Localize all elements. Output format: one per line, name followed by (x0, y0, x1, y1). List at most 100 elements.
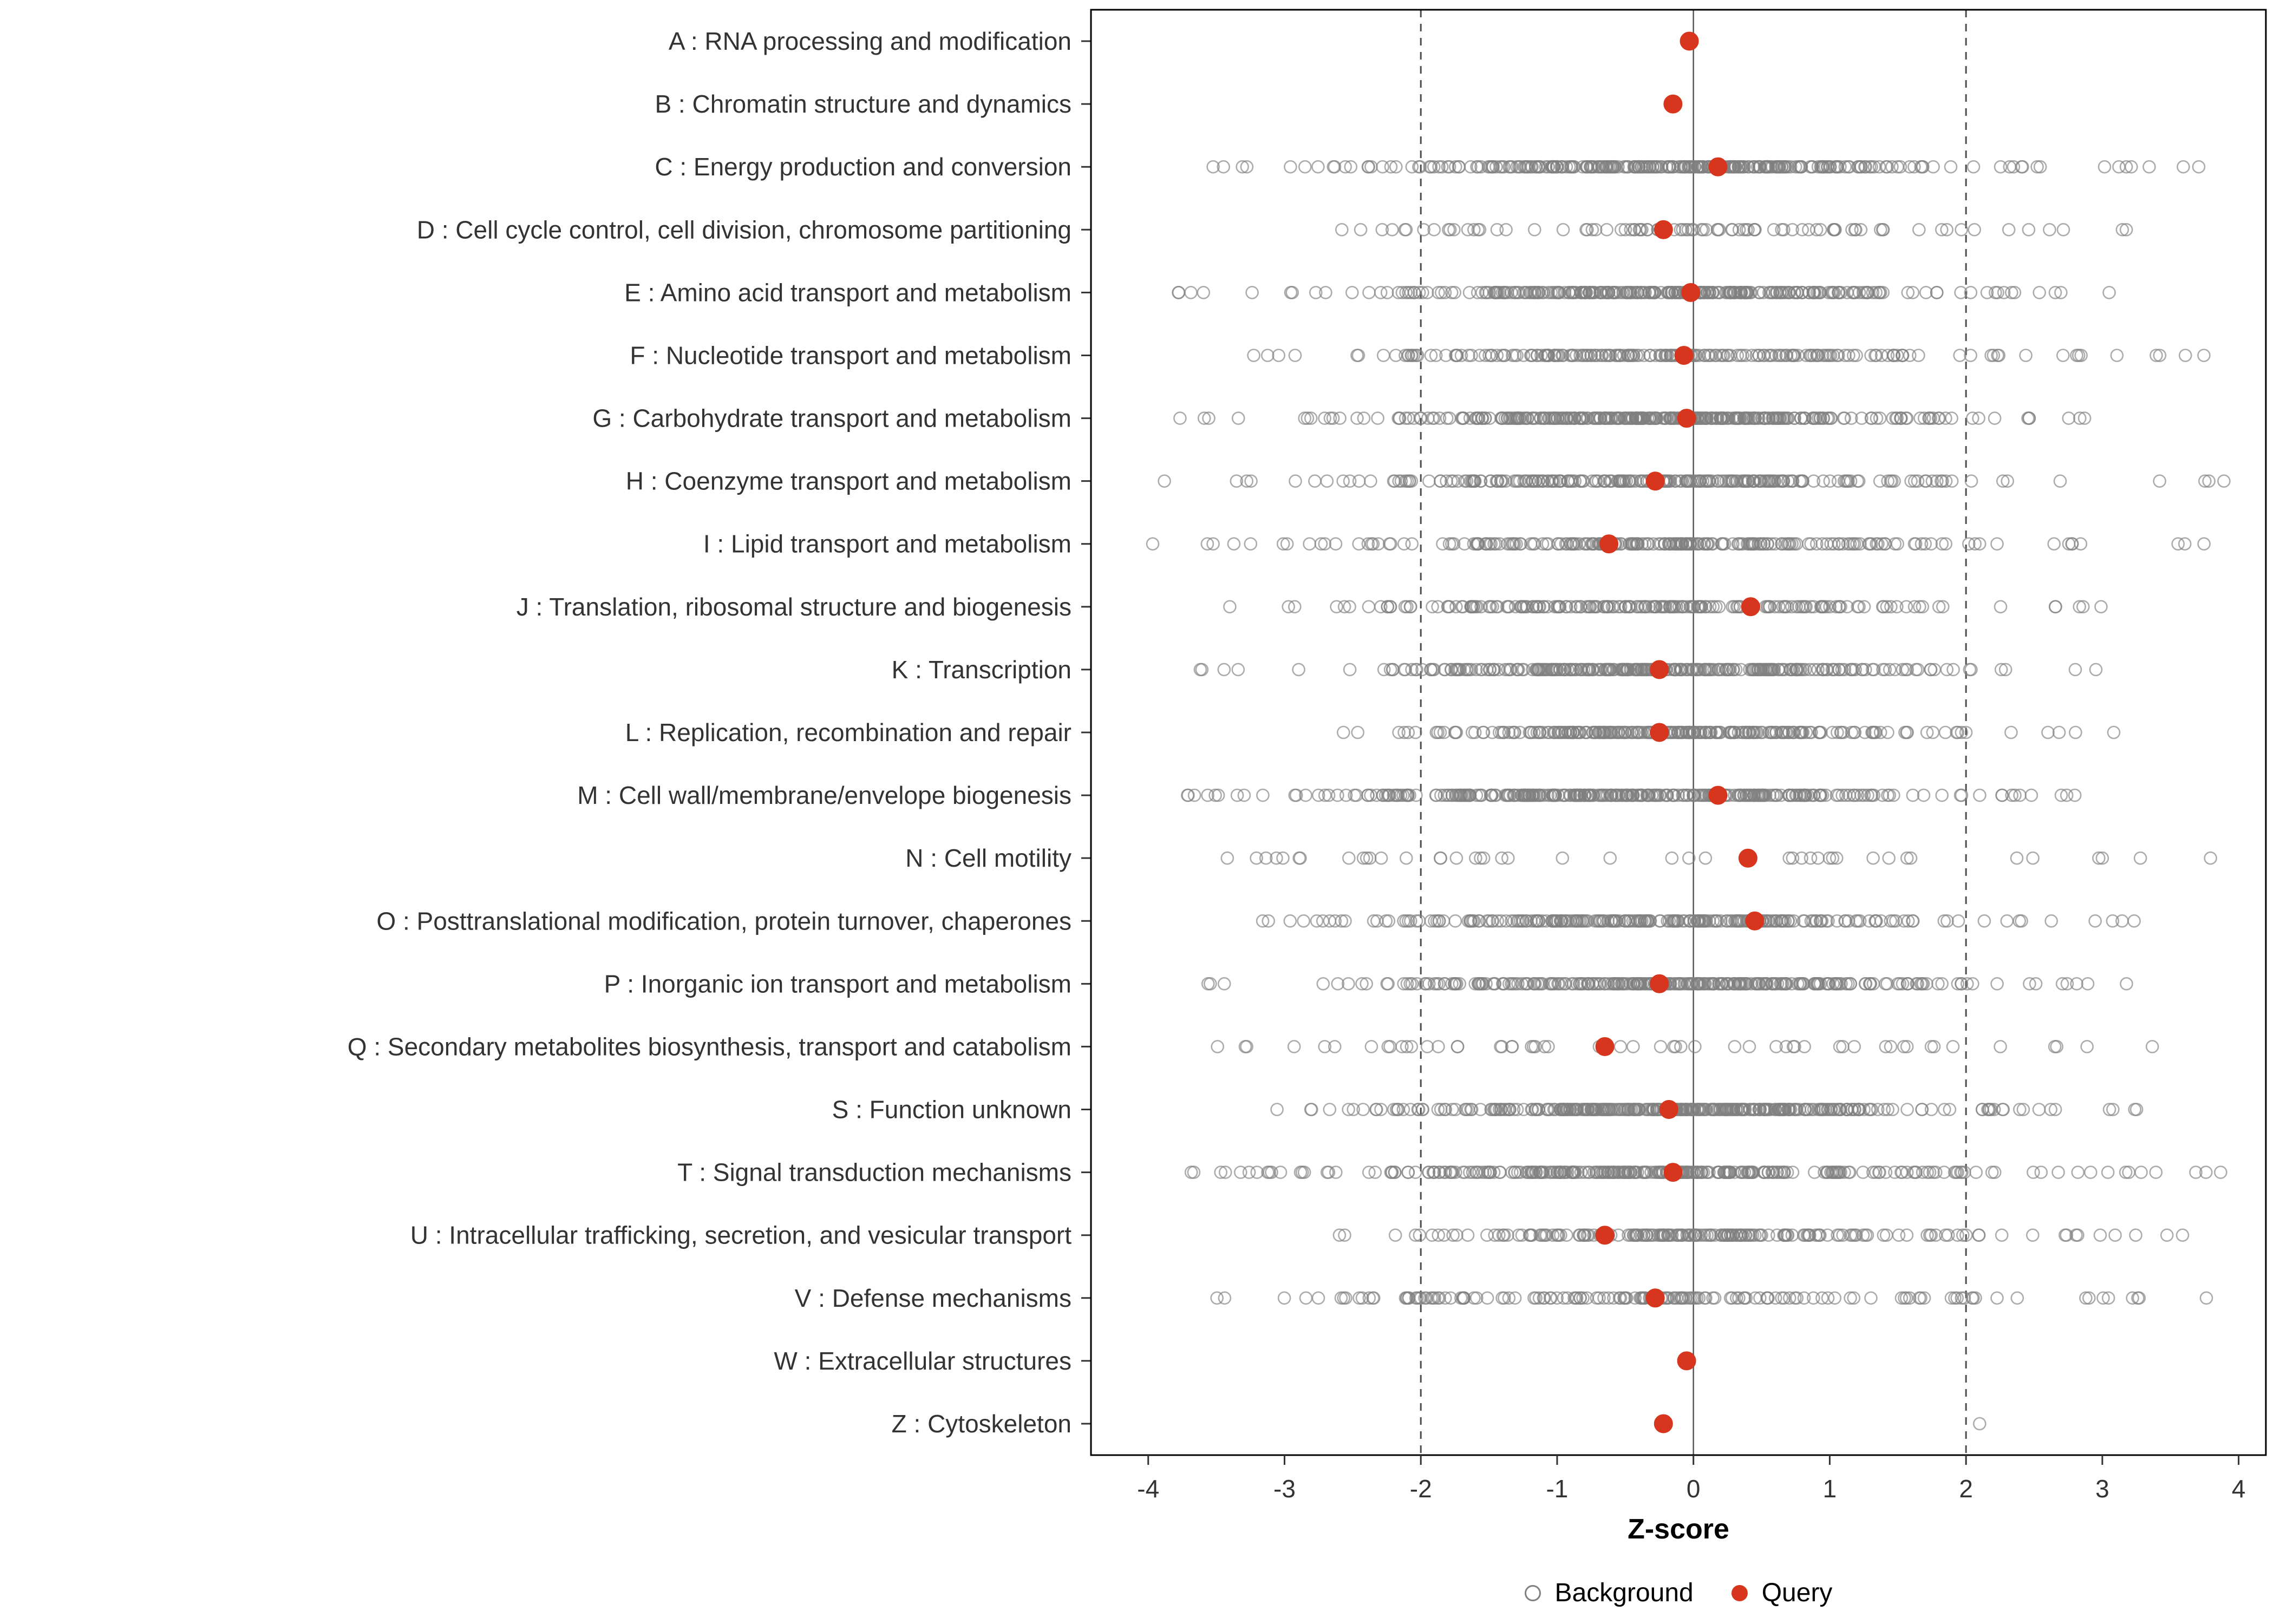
background-point (1421, 411, 1435, 425)
background-point (1945, 474, 1959, 488)
background-point (1440, 474, 1453, 488)
background-point (1661, 914, 1674, 928)
background-point (1842, 788, 1856, 802)
background-point (1802, 286, 1816, 299)
background-point (1924, 1040, 1938, 1053)
background-point (1617, 1165, 1630, 1179)
background-point (1995, 788, 2009, 802)
background-point (1594, 286, 1608, 299)
background-point (1951, 1165, 1964, 1179)
background-point (1937, 1165, 1951, 1179)
background-point (1831, 977, 1844, 991)
background-point (1508, 600, 1522, 614)
background-point (1697, 537, 1711, 551)
background-point (1916, 600, 1930, 614)
background-point (2179, 349, 2192, 362)
background-point (1994, 600, 2008, 614)
background-point (1293, 851, 1307, 865)
background-point (1476, 851, 1491, 865)
background-point (1211, 788, 1225, 802)
background-point (1437, 1228, 1451, 1242)
background-point (1648, 1165, 1662, 1179)
background-point (1524, 349, 1538, 362)
background-point (1654, 914, 1668, 928)
background-point (1474, 474, 1488, 488)
background-point (1467, 222, 1481, 237)
background-point (1911, 663, 1925, 677)
background-point (1754, 474, 1768, 488)
background-point (1284, 286, 1298, 299)
background-point (1899, 1291, 1913, 1305)
background-point (1692, 725, 1706, 739)
background-point (1932, 411, 1945, 425)
background-point (1630, 600, 1644, 614)
category-label: W : Extracellular structures (774, 1347, 1071, 1375)
category-label: Z : Cytoskeleton (892, 1410, 1071, 1438)
background-point (1495, 474, 1510, 488)
background-point (2015, 160, 2029, 174)
background-point (1452, 788, 1465, 802)
background-point (1828, 1291, 1842, 1305)
background-point (1505, 537, 1519, 551)
background-point (1844, 1228, 1858, 1242)
background-point (1901, 914, 1915, 928)
background-point (1399, 914, 1413, 928)
background-point (1580, 977, 1595, 991)
background-point (1781, 411, 1795, 425)
background-point (1629, 474, 1642, 488)
background-point (1912, 349, 1925, 362)
legend: Background Query (1091, 1578, 2266, 1608)
background-point (1445, 663, 1459, 677)
background-point (1173, 411, 1187, 425)
background-point (1851, 788, 1865, 802)
query-point (1677, 409, 1696, 428)
background-point (1904, 851, 1918, 865)
background-point (1377, 663, 1391, 677)
background-point (1272, 349, 1285, 362)
background-point (1775, 914, 1788, 928)
background-point (1392, 725, 1406, 739)
background-point (1580, 160, 1595, 174)
background-point (2073, 600, 2086, 614)
background-point (1845, 411, 1858, 425)
background-point (1490, 222, 1504, 237)
background-point (1202, 411, 1216, 425)
background-point (1446, 1228, 1460, 1242)
background-point (1930, 474, 1944, 488)
background-point (1450, 349, 1464, 362)
background-point (1874, 349, 1889, 362)
background-point (1966, 411, 1979, 425)
background-point (1727, 977, 1741, 991)
background-point (2062, 411, 2076, 425)
background-point (1864, 411, 1878, 425)
background-point (1288, 788, 1302, 802)
background-point (1534, 349, 1548, 362)
background-point (1413, 160, 1427, 174)
background-point (1754, 537, 1768, 551)
background-point (1791, 349, 1805, 362)
legend-item-background: Background (1524, 1578, 1694, 1608)
background-point (1401, 1165, 1415, 1179)
background-point (1566, 1165, 1580, 1179)
background-point (1811, 663, 1825, 677)
background-point (1454, 349, 1468, 362)
background-point (1726, 537, 1740, 551)
background-point (1442, 600, 1456, 614)
background-point (1379, 914, 1393, 928)
background-point (1545, 977, 1559, 991)
background-point (1316, 977, 1330, 991)
category-label: A : RNA processing and modification (669, 27, 1071, 55)
background-point (1824, 411, 1838, 425)
background-point (1592, 1291, 1606, 1305)
background-point (1696, 222, 1710, 237)
background-point (1742, 411, 1756, 425)
background-point (1613, 1291, 1628, 1305)
background-point (1234, 1165, 1247, 1179)
background-point (1990, 977, 2004, 991)
background-point (2110, 349, 2124, 362)
background-point (2080, 1040, 2094, 1053)
background-point (1861, 286, 1875, 299)
background-point (1612, 725, 1626, 739)
background-point (1397, 725, 1411, 739)
background-point (1388, 1165, 1402, 1179)
